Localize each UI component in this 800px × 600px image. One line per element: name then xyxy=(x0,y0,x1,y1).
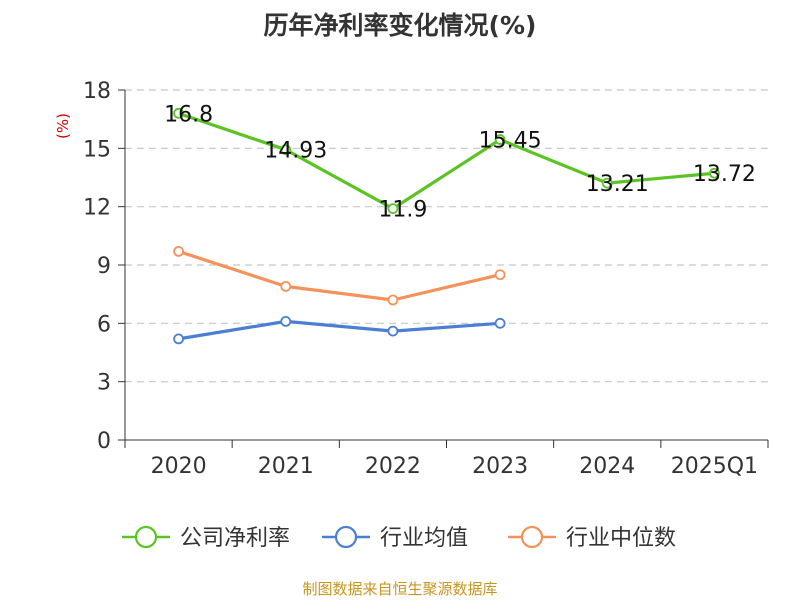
y-tick-label: 6 xyxy=(97,312,111,337)
data-label: 11.9 xyxy=(378,198,427,223)
data-point xyxy=(494,134,506,145)
x-tick-label: 2020 xyxy=(151,454,207,479)
series-line-2 xyxy=(178,249,501,302)
legend-marker xyxy=(134,525,158,549)
y-tick-label: 9 xyxy=(97,254,111,279)
data-label: 16.8 xyxy=(164,102,213,127)
y-tick-label: 18 xyxy=(83,79,111,104)
legend-marker xyxy=(334,525,358,549)
data-point xyxy=(173,107,184,119)
data-point xyxy=(387,294,399,306)
y-axis-unit: (%) xyxy=(54,113,72,139)
data-point xyxy=(387,203,399,215)
data-labels: 16.8 14.93 11.9 15.45 13.21 13.72 xyxy=(164,102,756,222)
data-label: 14.93 xyxy=(264,139,327,164)
x-tick-label: 2022 xyxy=(365,454,421,479)
series-line-1 xyxy=(178,319,501,341)
data-label: 15.45 xyxy=(479,129,542,154)
chart-title: 历年净利率变化情况(%) xyxy=(263,11,537,40)
x-tick-label: 2023 xyxy=(472,454,528,479)
legend-marker xyxy=(520,525,544,549)
data-point xyxy=(494,269,506,281)
y-tick-label: 15 xyxy=(83,137,111,162)
y-tick-label: 3 xyxy=(97,371,111,396)
legend-label: 公司净利率 xyxy=(180,526,290,551)
data-point xyxy=(709,167,720,179)
data-point xyxy=(280,144,292,156)
axes: 0 3 6 9 12 15 18 2020 2021 2022 2023 2024 2025Q1 (%) xyxy=(54,79,769,479)
series-lines xyxy=(173,107,720,345)
y-tick-label: 0 xyxy=(97,429,111,454)
data-point xyxy=(601,177,613,189)
x-tick-label: 2021 xyxy=(258,454,314,479)
x-tick-label: 2025Q1 xyxy=(671,454,758,479)
data-point xyxy=(494,317,506,329)
data-point xyxy=(387,325,399,337)
data-point xyxy=(280,315,292,327)
series-line-0 xyxy=(178,111,715,211)
legend-item-2[interactable]: 行业中位数 xyxy=(508,525,676,551)
data-point xyxy=(173,245,184,257)
grid-lines xyxy=(125,89,768,383)
data-label: 13.72 xyxy=(693,162,756,187)
data-point xyxy=(280,280,292,292)
legend-label: 行业均值 xyxy=(380,526,468,551)
x-tick-label: 2024 xyxy=(579,454,635,479)
legend-label: 行业中位数 xyxy=(566,526,676,551)
source-footer: 制图数据来自恒生聚源数据库 xyxy=(302,580,498,598)
legend-item-1[interactable]: 行业均值 xyxy=(322,525,468,551)
data-label: 13.21 xyxy=(586,172,649,197)
y-tick-label: 12 xyxy=(83,196,111,221)
legend-item-0[interactable]: 公司净利率 xyxy=(122,525,290,551)
legend[interactable]: 公司净利率 行业均值 行业中位数 xyxy=(122,525,676,551)
data-point xyxy=(173,333,184,345)
